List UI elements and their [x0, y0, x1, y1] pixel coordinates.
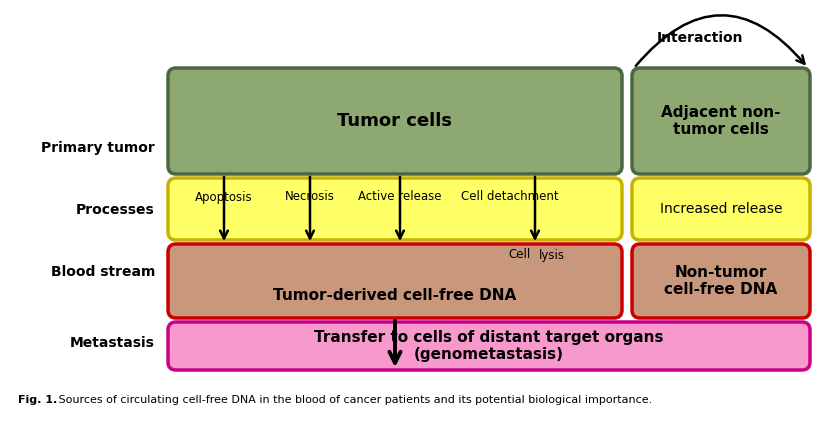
FancyBboxPatch shape — [168, 178, 621, 240]
Text: Interaction: Interaction — [656, 31, 743, 45]
Text: Increased release: Increased release — [659, 202, 782, 216]
FancyBboxPatch shape — [168, 68, 621, 174]
FancyBboxPatch shape — [631, 178, 809, 240]
Text: Cell detachment: Cell detachment — [461, 190, 558, 204]
FancyBboxPatch shape — [631, 68, 809, 174]
Text: Active release: Active release — [358, 190, 442, 204]
Text: Processes: Processes — [76, 203, 155, 217]
Text: Fig. 1.: Fig. 1. — [18, 395, 57, 405]
Text: lysis: lysis — [538, 248, 564, 262]
Text: Transfer to cells of distant target organs
(genometastasis): Transfer to cells of distant target orga… — [314, 330, 663, 362]
Text: Cell: Cell — [508, 248, 530, 262]
Text: Necrosis: Necrosis — [284, 190, 335, 204]
Text: Primary tumor: Primary tumor — [41, 141, 155, 155]
FancyBboxPatch shape — [168, 322, 809, 370]
Text: Tumor-derived cell-free DNA: Tumor-derived cell-free DNA — [273, 287, 516, 302]
FancyBboxPatch shape — [168, 244, 621, 318]
Text: Sources of circulating cell-free DNA in the blood of cancer patients and its pot: Sources of circulating cell-free DNA in … — [55, 395, 652, 405]
Text: Adjacent non-
tumor cells: Adjacent non- tumor cells — [661, 105, 780, 137]
Text: Blood stream: Blood stream — [50, 265, 155, 279]
Text: Metastasis: Metastasis — [70, 336, 155, 350]
Text: Apoptosis: Apoptosis — [195, 190, 252, 204]
Text: Tumor cells: Tumor cells — [337, 112, 452, 130]
Text: Non-tumor
cell-free DNA: Non-tumor cell-free DNA — [663, 265, 777, 297]
FancyBboxPatch shape — [631, 244, 809, 318]
